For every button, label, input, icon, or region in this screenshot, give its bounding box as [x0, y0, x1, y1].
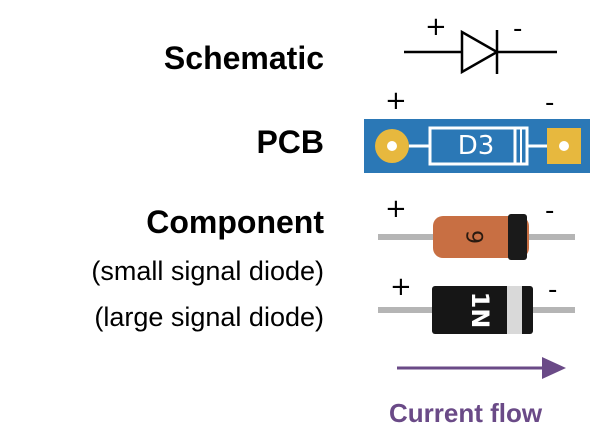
- schematic-minus-sign: -: [513, 14, 523, 44]
- current-flow-label: Current flow: [389, 398, 543, 428]
- large-diode-plus-sign: +: [390, 272, 412, 302]
- pcb-designator: D3: [457, 131, 495, 161]
- label-schematic: Schematic: [163, 40, 324, 76]
- large-signal-diode: [378, 286, 575, 334]
- label-pcb: PCB: [256, 124, 324, 160]
- pcb-minus-sign: -: [545, 88, 555, 118]
- small-diode-marking: 6: [464, 230, 489, 244]
- large-diode-minus-sign: -: [548, 275, 558, 305]
- pcb-plus-sign: +: [385, 86, 407, 116]
- small-diode-plus-sign: +: [385, 194, 407, 224]
- small-diode-minus-sign: -: [545, 196, 555, 226]
- small-signal-diode: [378, 214, 575, 260]
- label-component: Component: [146, 204, 324, 240]
- pcb-diode-footprint: [364, 119, 590, 173]
- schematic-plus-sign: +: [425, 12, 447, 42]
- label-large-signal-diode: (large signal diode): [94, 302, 324, 332]
- large-diode-marking: 1N: [466, 291, 494, 329]
- label-small-signal-diode: (small signal diode): [91, 256, 324, 286]
- current-flow-arrow: [397, 357, 566, 379]
- schematic-diode-symbol: [404, 29, 557, 75]
